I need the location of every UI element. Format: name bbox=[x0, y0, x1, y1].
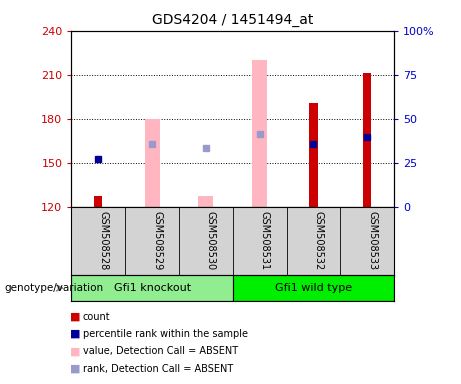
Text: count: count bbox=[83, 312, 111, 322]
Text: GSM508530: GSM508530 bbox=[206, 211, 216, 270]
Text: ■: ■ bbox=[70, 329, 80, 339]
Text: GSM508529: GSM508529 bbox=[152, 211, 162, 270]
Text: genotype/variation: genotype/variation bbox=[5, 283, 104, 293]
Bar bbox=[95, 195, 102, 207]
Bar bbox=[145, 119, 160, 207]
Text: ■: ■ bbox=[70, 346, 80, 356]
Bar bbox=[252, 60, 267, 207]
Text: Gfi1 wild type: Gfi1 wild type bbox=[275, 283, 352, 293]
Text: ■: ■ bbox=[70, 312, 80, 322]
Bar bbox=[198, 195, 213, 207]
Text: rank, Detection Call = ABSENT: rank, Detection Call = ABSENT bbox=[83, 364, 233, 374]
Text: GSM508531: GSM508531 bbox=[260, 211, 270, 270]
Text: ■: ■ bbox=[70, 364, 80, 374]
Text: GSM508532: GSM508532 bbox=[313, 211, 324, 270]
Text: GSM508528: GSM508528 bbox=[98, 211, 108, 270]
Text: percentile rank within the sample: percentile rank within the sample bbox=[83, 329, 248, 339]
Text: value, Detection Call = ABSENT: value, Detection Call = ABSENT bbox=[83, 346, 238, 356]
Bar bbox=[71, 275, 233, 301]
Text: Gfi1 knockout: Gfi1 knockout bbox=[113, 283, 191, 293]
Title: GDS4204 / 1451494_at: GDS4204 / 1451494_at bbox=[152, 13, 313, 27]
Text: GSM508533: GSM508533 bbox=[367, 211, 377, 270]
Bar bbox=[363, 73, 371, 207]
Bar bbox=[309, 103, 318, 207]
Bar bbox=[233, 275, 394, 301]
